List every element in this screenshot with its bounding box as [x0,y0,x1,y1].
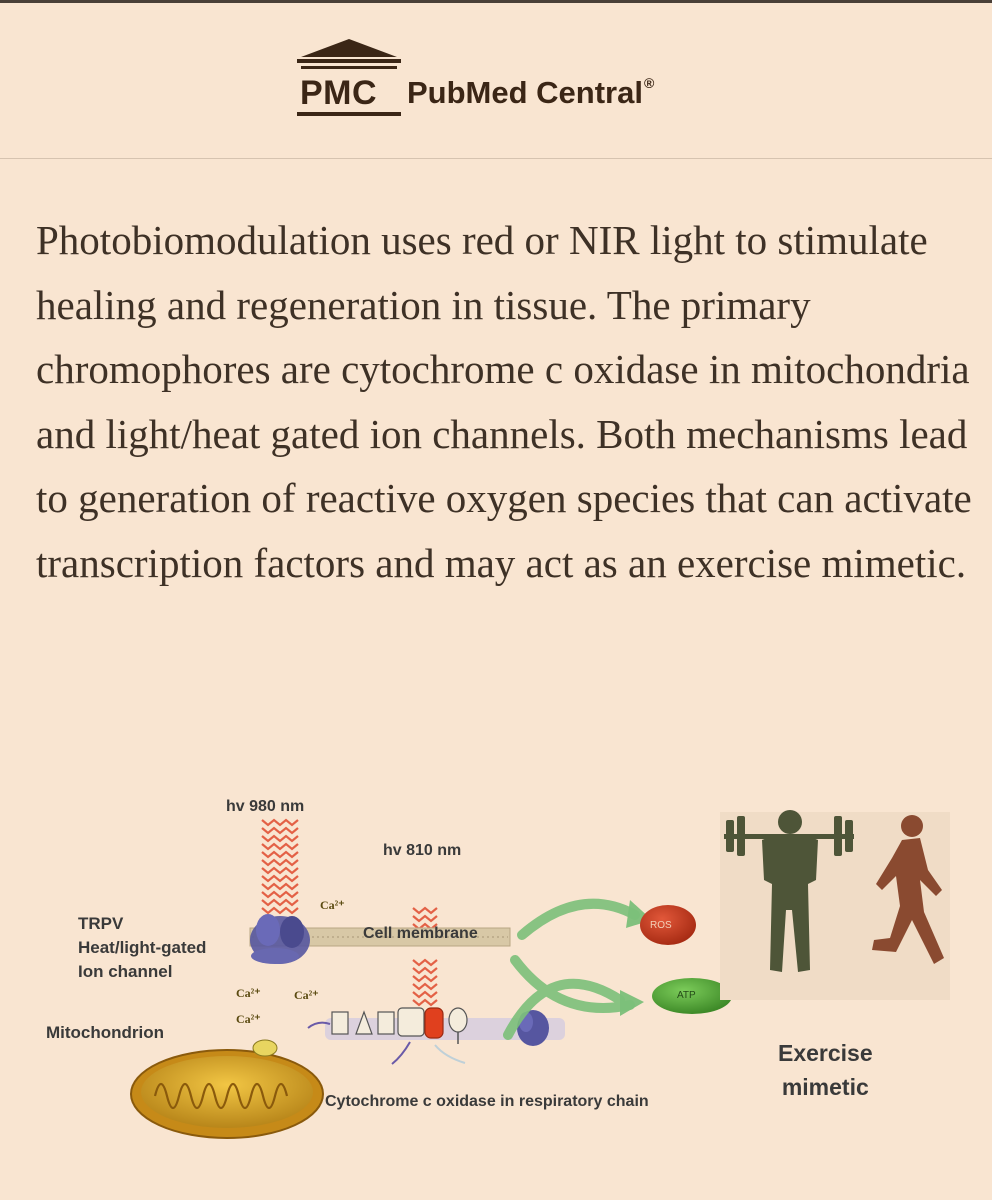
label-calcium: Ca²⁺ [236,986,261,1000]
top-rule [0,0,992,3]
label-hv-980: hv 980 nm [226,798,305,815]
label-calcium: Ca²⁺ [294,988,319,1002]
figure-graphic [130,810,950,1139]
label-trpv-line2: Heat/light-gated [78,938,207,957]
label-calcium: Ca²⁺ [236,1012,261,1026]
logo-underline [297,112,401,116]
label-exercise-line2: mimetic [781,1074,869,1100]
label-mitochondrion: Mitochondrion [46,1023,165,1042]
header-divider [0,158,992,159]
label-trpv-line3: Ion channel [78,962,173,981]
respiratory-chain [325,1007,565,1046]
logo-name-text: PubMed Central [407,75,643,110]
abstract-text: Photobiomodulation uses red or NIR light… [36,217,972,586]
label-cell-membrane: Cell membrane [363,925,478,942]
label-cytochrome: Cytochrome c oxidase in respiratory chai… [325,1093,649,1110]
light-wave-810 [412,906,438,1007]
label-calcium: Ca²⁺ [320,898,345,912]
light-wave-980 [261,818,299,915]
runner-icon [872,815,944,964]
building-roof-icon [297,39,401,69]
logo-name: PubMed Central® [407,75,654,111]
logo-abbrev: PMC [300,74,378,112]
chain-arrows [307,1021,466,1065]
weightlifter-icon [724,810,854,972]
cell-membrane [249,927,511,947]
atp-node [652,978,732,1014]
trpv-channel-icon [250,914,310,964]
label-ros: ROS [650,920,672,931]
label-atp: ATP [677,990,696,1001]
registered-mark: ® [643,75,655,91]
site-header: PMC PubMed Central® [0,3,992,159]
pmc-logo[interactable]: PMC PubMed Central® [297,37,717,121]
green-arrows [503,898,640,1040]
mitochondrion-icon [130,1039,324,1139]
label-exercise-mimetic: Exercise mimetic [778,1036,873,1104]
graphical-abstract-figure: hv 980 nm hv 810 nm TRPV Heat/light-gate… [40,780,952,1160]
label-trpv-line1: TRPV [78,914,124,933]
label-exercise-line1: Exercise [778,1040,873,1066]
label-hv-810: hv 810 nm [383,842,462,859]
ros-node [640,905,696,945]
label-trpv: TRPV Heat/light-gated Ion channel [78,912,206,984]
